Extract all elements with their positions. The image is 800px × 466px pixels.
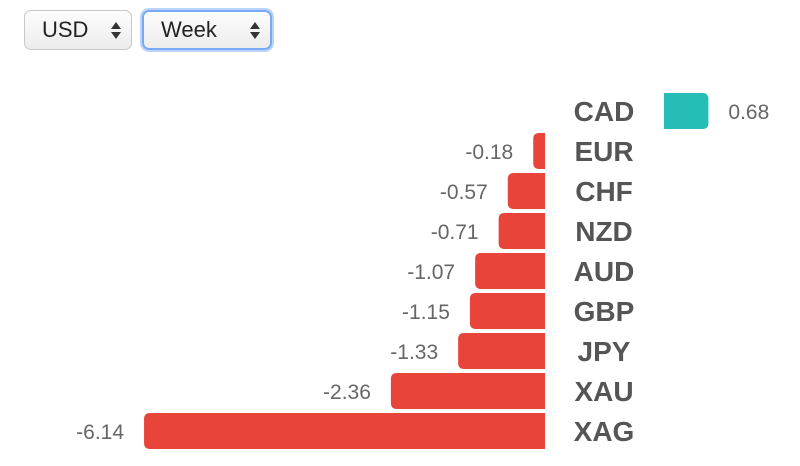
bar[interactable] [475,253,545,289]
bar[interactable] [469,293,545,329]
bar[interactable] [498,213,545,249]
category-label: NZD [575,216,633,247]
currency-select-value: USD [42,17,89,42]
filter-controls: USD Week [24,10,272,50]
bar[interactable] [507,173,545,209]
value-label: -1.07 [407,261,455,284]
value-label: -2.36 [323,381,371,404]
category-label: EUR [574,136,633,167]
value-label: -0.18 [465,141,513,164]
value-label: -0.57 [440,181,488,204]
select-arrows-icon [111,21,121,39]
select-arrows-icon [250,21,260,39]
value-label: -6.14 [76,421,124,444]
bar[interactable] [144,413,546,449]
category-label: CAD [574,96,635,127]
value-label: -1.15 [402,301,450,324]
value-label: -1.33 [390,341,438,364]
category-label: GBP [574,296,635,327]
currency-select[interactable]: USD [24,10,132,50]
category-label: CHF [575,176,633,207]
period-select[interactable]: Week [142,10,272,50]
category-label: XAU [574,376,633,407]
bar[interactable] [533,133,545,169]
period-select-value: Week [161,17,217,42]
category-label: XAG [574,416,635,447]
value-label: -0.71 [431,221,479,244]
category-label: AUD [574,256,635,287]
bar[interactable] [458,333,545,369]
value-label: 0.68 [728,101,769,124]
category-label: JPY [578,336,631,367]
bar[interactable] [390,373,545,409]
bar[interactable] [664,93,709,129]
